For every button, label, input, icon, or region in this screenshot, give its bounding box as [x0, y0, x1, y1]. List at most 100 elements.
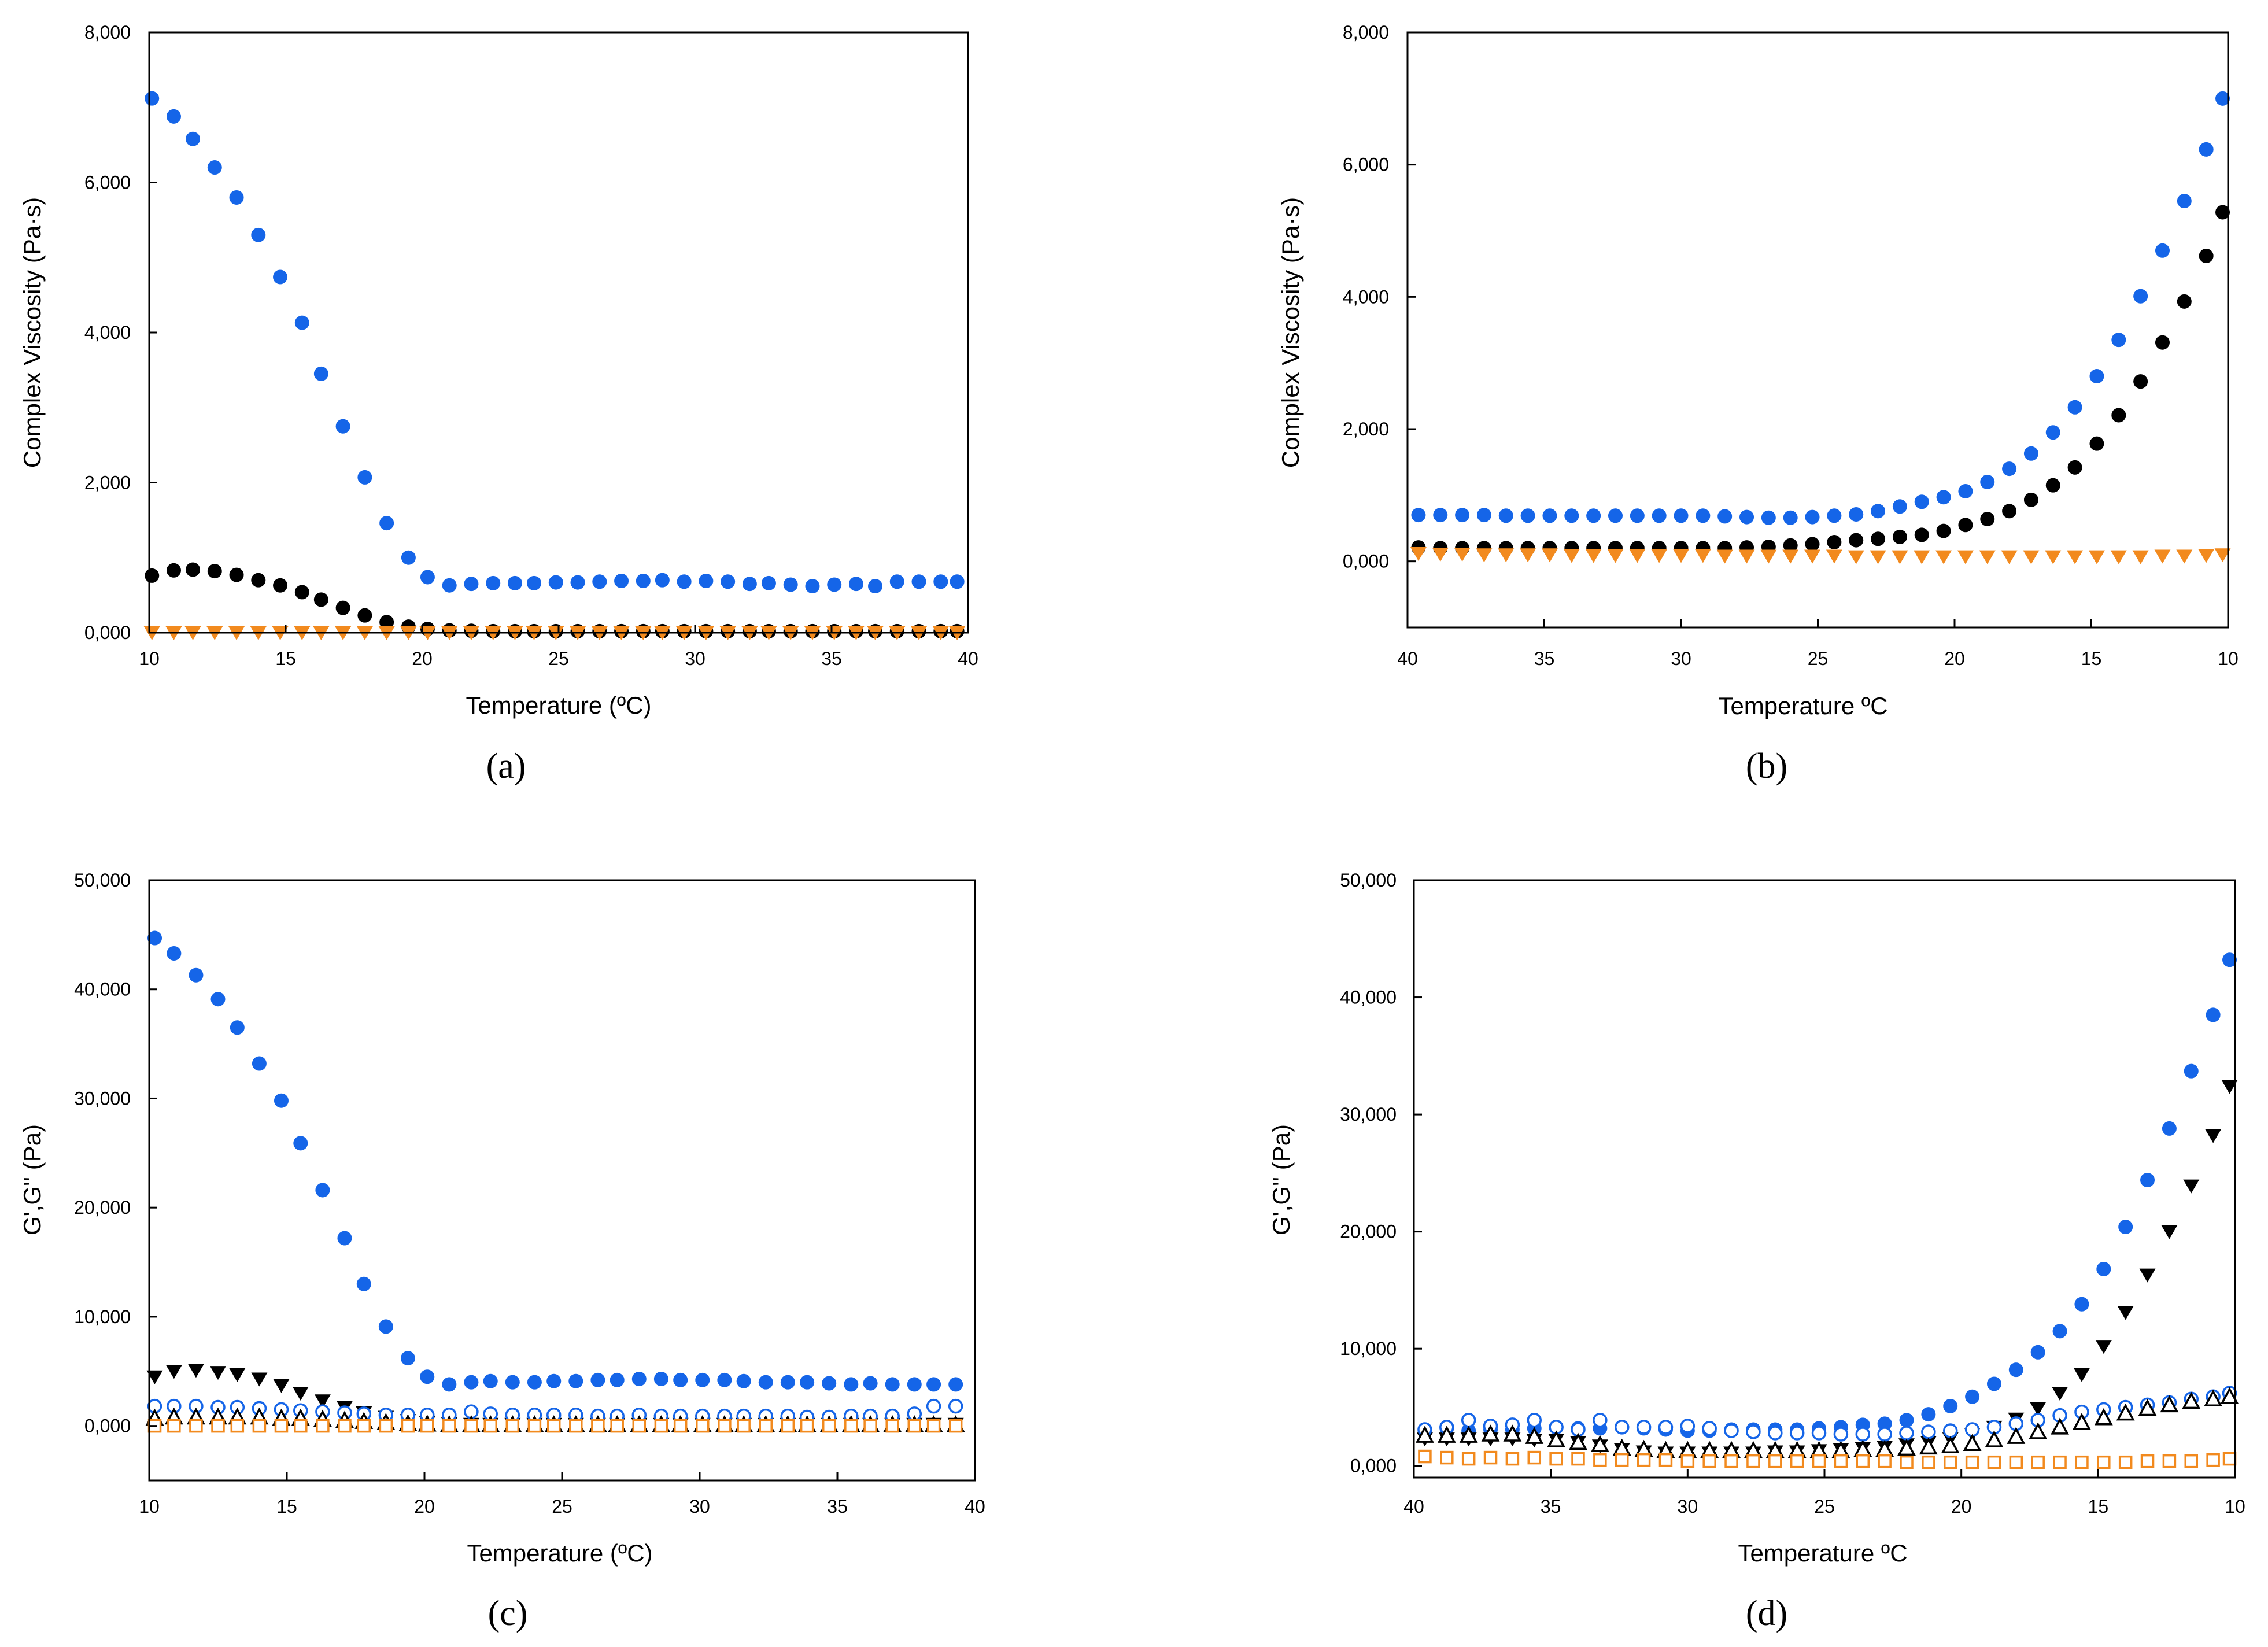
panel-d-series-blue-open-circles [1417, 1386, 2237, 1442]
panel-b-point-black-filled-circles [1827, 535, 1842, 550]
panel-c-point-orange-open-squares [338, 1419, 352, 1433]
panel-a-point-blue-filled-circles [848, 577, 863, 592]
panel-a-point-blue-filled-circles [868, 579, 883, 594]
panel-d-point-blue-open-circles [1921, 1424, 1936, 1439]
panel-b-point-blue-filled-circles [2023, 446, 2038, 461]
panel-b-point-blue-filled-circles [1542, 508, 1557, 523]
panel-c-point-blue-filled-circles [464, 1375, 479, 1390]
panel-a-point-blue-filled-circles [207, 160, 222, 175]
panel-b-point-orange-filled-triangles [1716, 549, 1733, 564]
panel-d-point-blue-filled-circles [2118, 1220, 2133, 1235]
panel-d-point-orange-open-squares [1768, 1454, 1782, 1468]
panel-c-point-black-filled-triangles [229, 1368, 246, 1382]
panel-c-point-blue-filled-circles [189, 967, 204, 983]
panel-d-point-black-filled-triangles [2221, 1080, 2238, 1094]
panel-d-x-tick-label: 35 [1541, 1496, 1561, 1517]
panel-c-point-orange-open-squares [294, 1419, 308, 1433]
panel-d-point-black-open-triangles [1481, 1424, 1500, 1442]
panel-d-point-black-filled-triangles [2117, 1306, 2134, 1320]
panel-d-point-blue-filled-circles [1965, 1389, 1980, 1404]
panel-d-x-axis-title: Temperature ºC [1738, 1539, 1907, 1567]
panel-d-point-black-open-triangles [1547, 1430, 1566, 1447]
panel-d-point-black-open-triangles [2007, 1427, 2026, 1444]
panel-b-point-black-filled-circles [2045, 478, 2060, 493]
panel-d-point-black-open-triangles [1525, 1427, 1544, 1444]
panel-a-point-black-filled-circles [273, 578, 288, 593]
panel-d-point-orange-open-squares [2031, 1455, 2045, 1469]
panel-b-point-blue-filled-circles [2111, 333, 2126, 348]
panel-d-point-blue-open-circles [1680, 1419, 1696, 1434]
panel-d-point-blue-filled-circles [2074, 1297, 2089, 1312]
panel-d-point-blue-open-circles [1724, 1423, 1739, 1438]
panel-a-point-blue-filled-circles [950, 574, 965, 589]
panel-b-point-blue-filled-circles [1783, 510, 1798, 525]
panel-b-point-black-filled-circles [1914, 527, 1929, 542]
panel-c-point-orange-open-squares [926, 1419, 941, 1433]
panel-b-point-black-filled-circles [1849, 533, 1864, 548]
panel-c-point-black-filled-triangles [251, 1372, 268, 1387]
panel-b-point-black-filled-circles [2002, 504, 2017, 519]
panel-c-point-orange-open-squares [274, 1419, 289, 1433]
panel-d-point-blue-filled-circles [1986, 1376, 2001, 1391]
panel-d-point-blue-open-circles [1899, 1426, 1914, 1441]
panel-b-point-blue-filled-circles [2199, 142, 2214, 157]
panel-d-marks [1415, 952, 2239, 1469]
panel-c-point-blue-filled-circles [337, 1231, 352, 1246]
panel-d-x-tick-label: 40 [1403, 1496, 1424, 1517]
panel-b-x-tick-label: 35 [1534, 648, 1555, 669]
panel-b-x-tick-label: 10 [2218, 648, 2239, 669]
panel-d-point-blue-filled-circles [1899, 1413, 1914, 1428]
panel-d-point-orange-open-squares [1922, 1455, 1935, 1469]
panel-b-y-tick-label: 0,000 [1343, 551, 1389, 572]
panel-d-x-tick-label: 20 [1951, 1496, 1972, 1517]
panel-a-point-blue-filled-circles [251, 227, 266, 242]
panel-b-point-black-filled-circles [1980, 511, 1995, 526]
panel-d-point-black-open-triangles [1590, 1435, 1609, 1453]
panel-d-point-blue-filled-circles [2184, 1063, 2199, 1079]
panel-d-point-blue-open-circles [1877, 1427, 1892, 1442]
panel-b-point-blue-filled-circles [2002, 461, 2017, 477]
panel-a-x-tick-label: 30 [685, 648, 705, 669]
panel-b-point-blue-filled-circles [1630, 508, 1645, 523]
panel-b-point-orange-filled-triangles [1694, 549, 1711, 563]
panel-c-series-orange-open-squares [147, 1419, 963, 1433]
panel-d-point-black-open-triangles [1569, 1432, 1587, 1450]
panel-d-point-blue-open-circles [1746, 1424, 1761, 1439]
panel-d-point-orange-open-squares [1615, 1453, 1629, 1467]
panel-b-point-orange-filled-triangles [1782, 549, 1799, 564]
panel-b-point-orange-filled-triangles [1520, 548, 1536, 563]
panel-d-y-tick-label: 50,000 [1340, 870, 1397, 891]
panel-a-y-axis-title: Complex Viscosity (Pa·s) [19, 197, 46, 468]
panel-c-point-blue-filled-circles [780, 1375, 795, 1390]
panel-d-point-orange-open-squares [2206, 1453, 2220, 1467]
panel-d-y-axis-title: G',G'' (Pa) [1268, 1124, 1295, 1235]
panel-b-point-orange-filled-triangles [2023, 550, 2040, 564]
panel-d-point-orange-open-squares [2009, 1455, 2023, 1469]
panel-b-point-blue-filled-circles [1914, 494, 1929, 509]
panel-a-point-blue-filled-circles [273, 269, 288, 285]
panel-c-point-blue-filled-circles [167, 946, 182, 961]
panel-c-y-tick-label: 50,000 [74, 870, 131, 891]
panel-c-point-blue-filled-circles [210, 992, 226, 1007]
panel-d-point-orange-open-squares [1834, 1454, 1848, 1468]
panel-a-y-tick-label: 0,000 [84, 622, 131, 643]
panel-a-point-black-filled-circles [145, 568, 160, 583]
panel-b-point-black-filled-circles [1936, 523, 1951, 538]
panel-b-point-black-filled-circles [2023, 492, 2038, 507]
panel-b-x-tick-label: 25 [1808, 648, 1829, 669]
panel-b-point-orange-filled-triangles [1870, 550, 1886, 564]
panel-b-point-orange-filled-triangles [1541, 548, 1558, 563]
panel-c-point-blue-filled-circles [948, 1377, 963, 1392]
panel-d-point-orange-open-squares [1418, 1449, 1432, 1464]
panel-d-point-blue-filled-circles [2030, 1345, 2045, 1360]
panel-c-point-orange-open-squares [569, 1419, 583, 1433]
panel-d-point-black-filled-triangles [2095, 1340, 2112, 1354]
panel-d-point-blue-open-circles [1702, 1421, 1717, 1436]
panel-b-point-blue-filled-circles [1849, 507, 1864, 522]
panel-c-point-blue-filled-circles [758, 1375, 773, 1390]
panel-c-point-blue-filled-circles [527, 1375, 542, 1390]
panel-d-point-black-open-triangles [2029, 1422, 2048, 1439]
panel-b-point-black-filled-circles [2215, 205, 2230, 220]
panel-b-point-orange-filled-triangles [2110, 550, 2127, 564]
